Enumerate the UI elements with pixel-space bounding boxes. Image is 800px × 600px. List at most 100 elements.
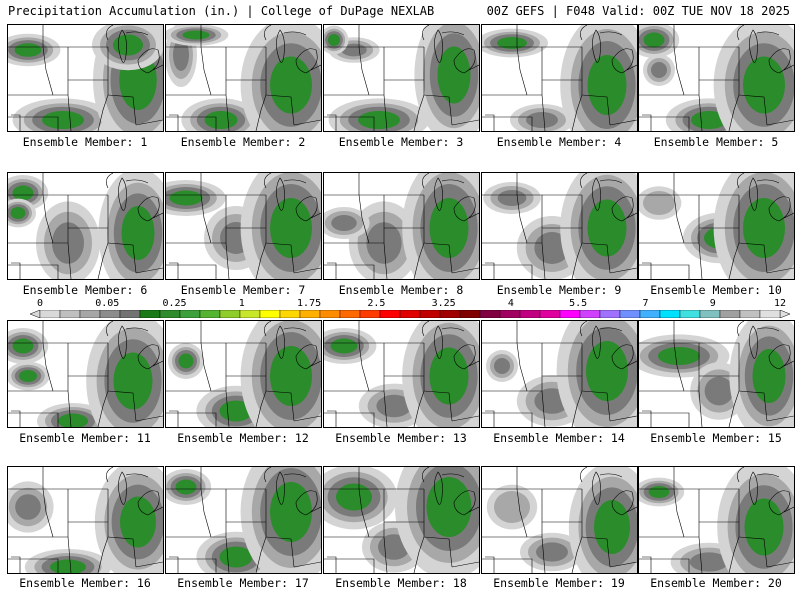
map-boundary (642, 410, 652, 427)
member-map-canvas (8, 25, 163, 131)
map-boundary (766, 119, 794, 126)
colorbar-swatch (339, 310, 361, 318)
member-map-canvas (639, 321, 794, 427)
colorbar-swatch (259, 310, 281, 318)
member-map-12 (165, 320, 322, 428)
map-boundary (106, 25, 114, 41)
colorbar-label: 0 (36, 298, 44, 309)
map-boundary (42, 194, 54, 244)
map-boundary (756, 179, 780, 184)
colorbar-label: 1.75 (297, 298, 322, 309)
map-boundary (738, 94, 768, 126)
map-boundary (283, 179, 307, 184)
map-boundary (581, 242, 611, 274)
map-boundary (451, 119, 479, 126)
precip-area (658, 347, 700, 365)
map-boundary (423, 390, 453, 422)
map-boundary (413, 489, 425, 573)
map-boundary (571, 195, 583, 279)
member-map-canvas (324, 25, 479, 131)
colorbar-swatch (699, 310, 721, 318)
member-label: Ensemble Member: 6 (22, 283, 148, 297)
map-boundary (611, 48, 634, 74)
precip-area (643, 32, 665, 48)
member-map-19 (481, 466, 638, 574)
map-boundary (698, 47, 703, 131)
map-boundary (599, 473, 623, 478)
map-boundary (453, 196, 476, 222)
map-boundary (611, 196, 634, 222)
map-boundary (166, 558, 217, 573)
member-map-17 (165, 466, 322, 574)
member-map-2 (165, 24, 322, 132)
map-boundary (327, 262, 337, 279)
map-boundary (67, 195, 72, 279)
map-boundary (310, 212, 321, 219)
member-map-3 (323, 24, 480, 132)
map-boundary (673, 46, 685, 96)
run-info: 00Z GEFS | F048 Valid: 00Z TUE NOV 18 20… (486, 4, 790, 18)
map-boundary (383, 343, 388, 427)
member-map-5 (638, 24, 795, 132)
precip-area (42, 111, 84, 129)
member-map-canvas (166, 467, 321, 573)
map-boundary (541, 47, 546, 131)
map-boundary (434, 29, 443, 63)
map-boundary (423, 536, 453, 568)
map-boundary (756, 31, 780, 36)
precip-area (328, 34, 340, 46)
member-map-canvas (639, 173, 794, 279)
map-boundary (255, 195, 267, 279)
member-label: Ensemble Member: 17 (177, 576, 309, 590)
map-boundary (264, 467, 272, 483)
map-boundary (255, 489, 267, 573)
member-map-canvas (482, 25, 637, 131)
member-label: Ensemble Member: 16 (19, 576, 151, 590)
precip-area (175, 479, 197, 495)
map-boundary (766, 267, 794, 274)
map-boundary (698, 489, 703, 573)
colorbar-swatch (199, 310, 221, 318)
colorbar-swatch (359, 310, 381, 318)
map-boundary (137, 490, 160, 516)
map-boundary (42, 342, 54, 392)
map-boundary (485, 556, 495, 573)
map-boundary (324, 412, 375, 427)
map-boundary (293, 561, 321, 568)
member-map-canvas (324, 467, 479, 573)
map-boundary (97, 195, 109, 279)
map-boundary (265, 242, 295, 274)
map-boundary (599, 327, 623, 332)
precip-area (270, 56, 312, 114)
map-boundary (581, 390, 611, 422)
precip-area (743, 198, 785, 258)
map-boundary (468, 506, 479, 513)
member-map-canvas (8, 173, 163, 279)
precip-area (336, 483, 372, 511)
map-boundary (599, 179, 623, 184)
map-boundary (11, 410, 21, 427)
map-boundary (67, 47, 72, 131)
precip-area (358, 111, 400, 129)
map-boundary (468, 64, 479, 71)
map-boundary (293, 119, 321, 126)
map-boundary (738, 242, 768, 274)
map-boundary (592, 29, 601, 63)
map-boundary (441, 179, 465, 184)
map-boundary (107, 536, 137, 568)
precip-area (204, 111, 238, 129)
map-boundary (125, 31, 149, 36)
map-boundary (137, 48, 160, 74)
colorbar-label: 1 (238, 298, 245, 309)
colorbar-swatch (299, 310, 321, 318)
colorbar-swatch (439, 310, 461, 318)
map-boundary (8, 264, 59, 279)
map-boundary (756, 473, 780, 478)
map-boundary (42, 46, 54, 96)
colorbar-swatch (179, 310, 201, 318)
map-boundary (166, 264, 217, 279)
map-boundary (738, 536, 768, 568)
map-boundary (783, 360, 794, 367)
precip-area (121, 206, 155, 260)
colorbar-swatch (479, 310, 501, 318)
